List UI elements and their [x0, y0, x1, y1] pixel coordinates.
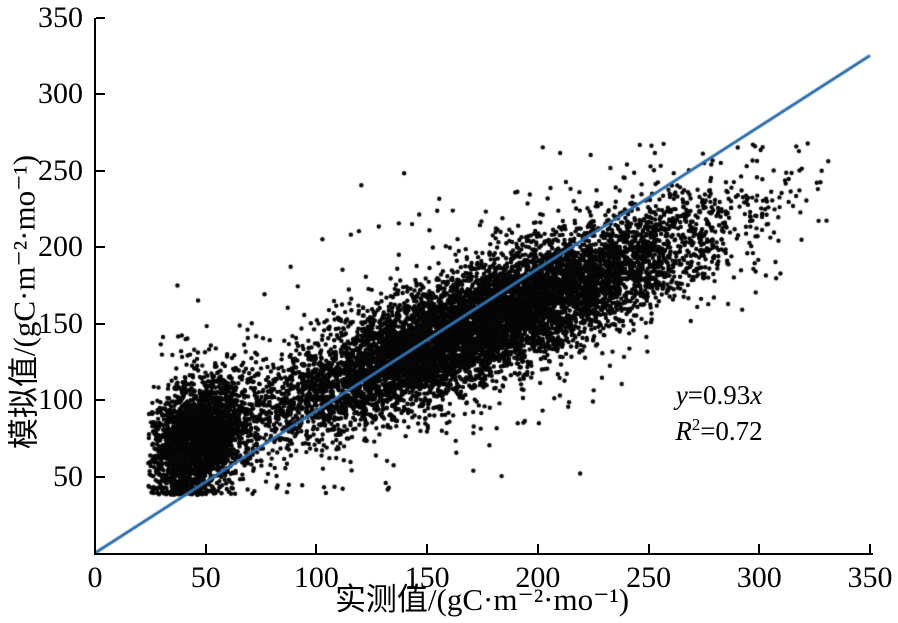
y-tick-mark	[96, 475, 105, 478]
y-tick-label: 300	[38, 77, 83, 111]
y-tick-label: 50	[53, 459, 83, 493]
x-tick-label: 0	[87, 561, 103, 594]
x-tick-label: 50	[190, 561, 221, 594]
fit-equation-y: y	[675, 380, 688, 410]
fit-equation-value: =0.93	[687, 380, 751, 410]
y-tick-mark	[96, 399, 105, 402]
x-tick-mark	[536, 544, 539, 553]
x-tick-mark	[647, 544, 650, 553]
y-tick-label: 200	[38, 230, 83, 264]
x-tick-mark	[204, 544, 207, 553]
r-squared-value: =0.72	[700, 415, 763, 446]
y-tick-label: 250	[38, 153, 83, 187]
x-tick-label: 300	[736, 561, 782, 594]
x-tick-label: 200	[515, 561, 561, 594]
x-tick-mark	[315, 544, 318, 553]
x-tick-label: 150	[404, 561, 450, 594]
y-tick-label: 150	[38, 306, 83, 340]
y-tick-mark	[96, 17, 105, 19]
y-axis-title: 模拟值/(gC·m⁻²·mo⁻¹)	[6, 154, 42, 450]
x-tick-label: 250	[626, 561, 672, 594]
r-squared-symbol: R	[675, 415, 692, 446]
x-tick-mark	[426, 544, 429, 553]
fit-r-squared: R2=0.72	[675, 414, 762, 450]
y-tick-mark	[96, 93, 105, 96]
x-tick-mark	[869, 544, 871, 553]
fit-equation: y=0.93x	[675, 378, 762, 414]
x-tick-label: 100	[293, 561, 339, 594]
y-axis-spine	[94, 18, 96, 555]
fit-equation-x: x	[750, 380, 763, 410]
x-axis-spine	[94, 553, 873, 555]
y-tick-label: 350	[38, 1, 83, 34]
x-tick-mark	[758, 544, 761, 553]
y-tick-mark	[96, 169, 105, 172]
y-tick-mark	[96, 322, 105, 325]
x-tick-label: 350	[847, 561, 893, 594]
y-tick-label: 100	[38, 383, 83, 417]
x-axis-title: 实测值/(gC·m⁻²·mo⁻¹)	[334, 582, 630, 617]
r-squared-exponent: 2	[691, 414, 701, 434]
fit-annotation: y=0.93x R2=0.72	[675, 378, 762, 449]
y-tick-mark	[96, 246, 105, 249]
